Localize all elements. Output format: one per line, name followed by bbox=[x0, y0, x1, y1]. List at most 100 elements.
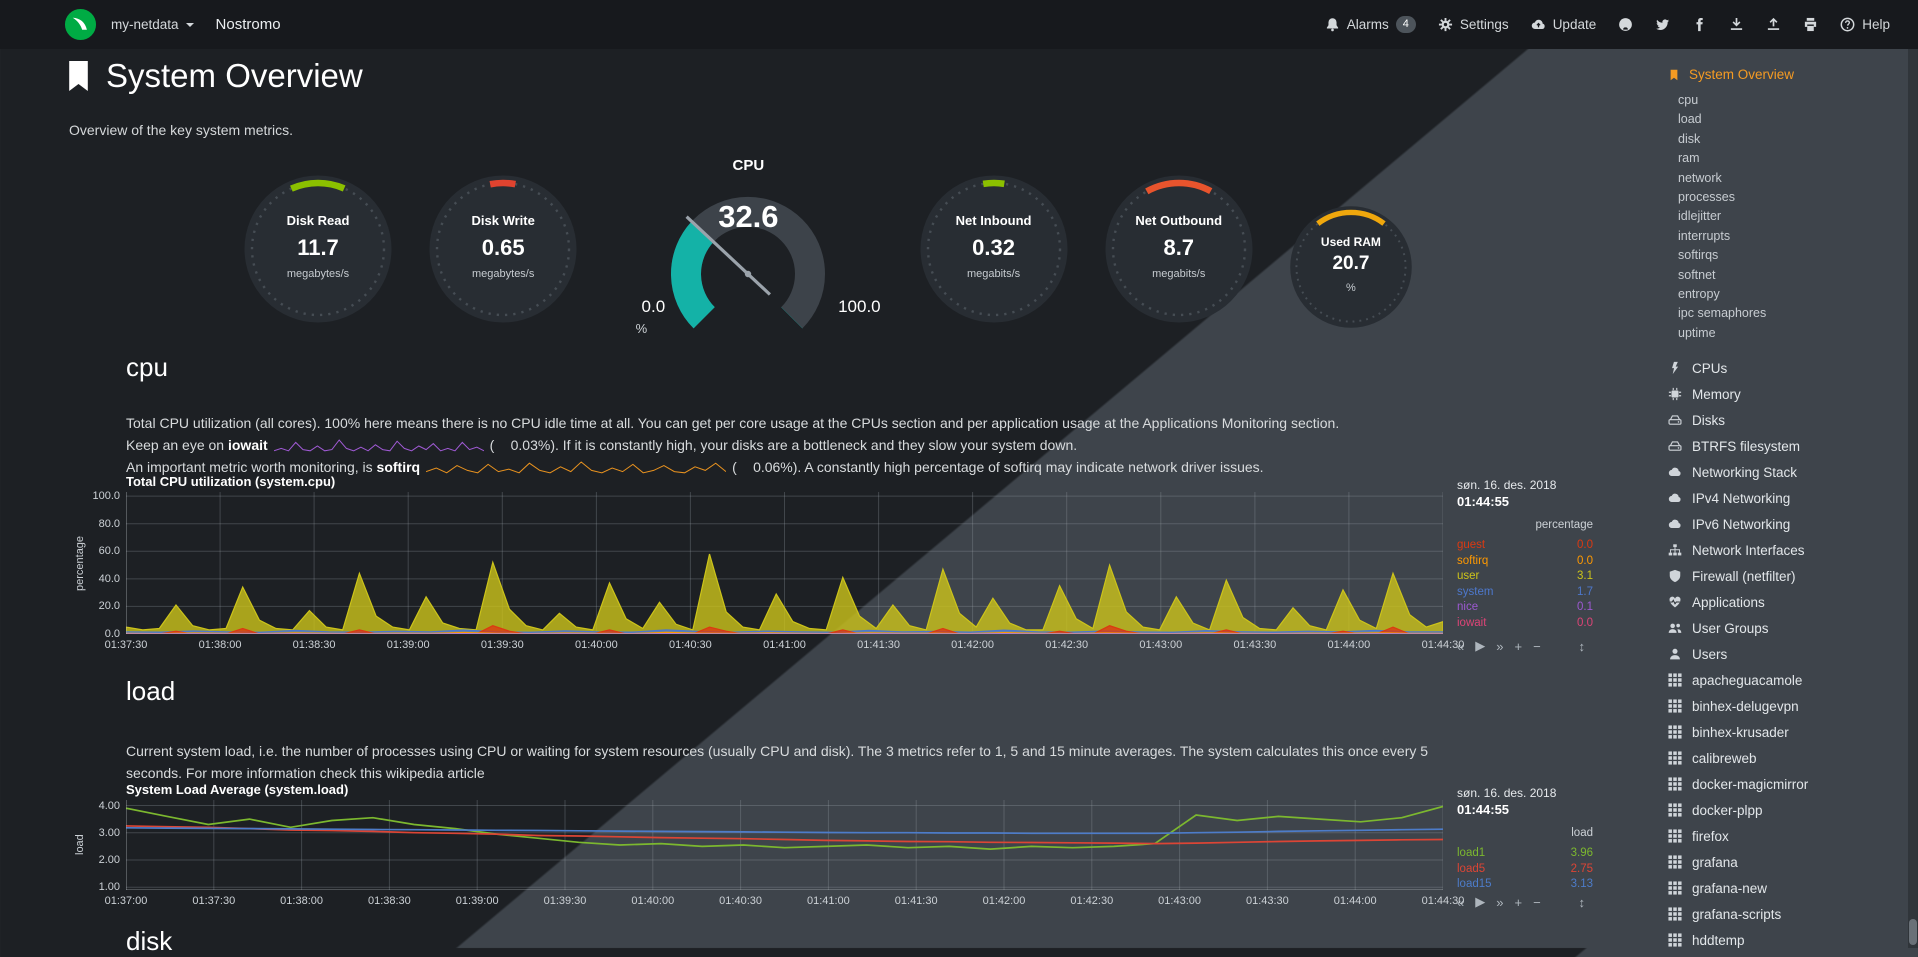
play-button[interactable]: ▶ bbox=[1475, 894, 1485, 910]
sidebar-item-user-groups[interactable]: User Groups bbox=[1668, 615, 1906, 641]
sidebar-item-ipv6-networking[interactable]: IPv6 Networking bbox=[1668, 511, 1906, 537]
alarms-button[interactable]: Alarms 4 bbox=[1325, 16, 1416, 33]
sidebar-item-grafana-scripts[interactable]: grafana-scripts bbox=[1668, 901, 1906, 927]
sidebar-item-grafana-new[interactable]: grafana-new bbox=[1668, 875, 1906, 901]
th-icon bbox=[1668, 777, 1682, 791]
load-chart: System Load Average (system.load) load 1… bbox=[74, 782, 1595, 914]
gauge-used-ram[interactable]: Used RAM 20.7 % bbox=[1289, 205, 1413, 329]
x-tick-label: 01:37:30 bbox=[192, 895, 235, 907]
export-button[interactable] bbox=[1729, 17, 1744, 32]
sidebar-item-firefox[interactable]: firefox bbox=[1668, 823, 1906, 849]
navbar-actions: Alarms 4 Settings Update bbox=[1325, 16, 1890, 33]
twitter-button[interactable] bbox=[1655, 17, 1670, 32]
section-heading-load: load bbox=[126, 676, 175, 707]
x-tick-label: 01:40:30 bbox=[669, 639, 712, 651]
sidebar-item-hddtemp[interactable]: hddtemp bbox=[1668, 927, 1906, 948]
sidebar-item-grafana[interactable]: grafana bbox=[1668, 849, 1906, 875]
sidebar-item-btrfs-filesystem[interactable]: BTRFS filesystem bbox=[1668, 433, 1906, 459]
sidebar-item-ram[interactable]: ram bbox=[1678, 149, 1906, 168]
zoom-out-button[interactable]: − bbox=[1533, 895, 1541, 910]
zoom-out-button[interactable]: − bbox=[1533, 639, 1541, 654]
github-button[interactable] bbox=[1618, 17, 1633, 32]
play-button[interactable]: ▶ bbox=[1475, 638, 1485, 654]
scrollbar-track[interactable] bbox=[1908, 49, 1918, 948]
resize-button[interactable]: ↕ bbox=[1579, 895, 1596, 910]
cpu-plot-area[interactable] bbox=[126, 492, 1443, 634]
resize-button[interactable]: ↕ bbox=[1579, 639, 1596, 654]
y-tick-label: 40.0 bbox=[99, 573, 120, 585]
sidebar-item-applications[interactable]: Applications bbox=[1668, 589, 1906, 615]
sidebar-item-softirqs[interactable]: softirqs bbox=[1678, 246, 1906, 265]
gauge-cpu[interactable]: CPU 32.6 0.0 100.0 % bbox=[613, 157, 883, 365]
cpu-description: Total CPU utilization (all cores). 100% … bbox=[126, 412, 1476, 434]
iowait-sparkline[interactable] bbox=[274, 438, 484, 454]
sidebar-item-networking-stack[interactable]: Networking Stack bbox=[1668, 459, 1906, 485]
sidebar-item-binhex-delugevpn[interactable]: binhex-delugevpn bbox=[1668, 693, 1906, 719]
update-button[interactable]: Update bbox=[1531, 17, 1597, 32]
load-plot-area[interactable] bbox=[126, 800, 1443, 890]
sidebar-item-apacheguacamole[interactable]: apacheguacamole bbox=[1668, 667, 1906, 693]
sidebar-item-firewall-netfilter[interactable]: Firewall (netfilter) bbox=[1668, 563, 1906, 589]
sidebar-item-entropy[interactable]: entropy bbox=[1678, 285, 1906, 304]
upload-icon bbox=[1766, 17, 1781, 32]
zoom-in-button[interactable]: + bbox=[1514, 895, 1522, 910]
sidebar-item-disks[interactable]: Disks bbox=[1668, 407, 1906, 433]
sidebar-item-processes[interactable]: processes bbox=[1678, 188, 1906, 207]
pan-right-button[interactable]: » bbox=[1496, 895, 1503, 910]
scrollbar-thumb[interactable] bbox=[1909, 919, 1917, 945]
sidebar-item-binhex-krusader[interactable]: binhex-krusader bbox=[1668, 719, 1906, 745]
sidebar-item-disk[interactable]: disk bbox=[1678, 130, 1906, 149]
sidebar-item-users[interactable]: Users bbox=[1668, 641, 1906, 667]
host-selector[interactable]: my-netdata bbox=[111, 17, 194, 32]
sidebar-item-ipv4-networking[interactable]: IPv4 Networking bbox=[1668, 485, 1906, 511]
gauge-title: CPU bbox=[613, 157, 883, 174]
th-icon bbox=[1668, 855, 1682, 869]
sidebar-item-cpu[interactable]: cpu bbox=[1678, 91, 1906, 110]
import-button[interactable] bbox=[1766, 17, 1781, 32]
settings-button[interactable]: Settings bbox=[1438, 17, 1509, 32]
print-button[interactable] bbox=[1803, 17, 1818, 32]
page-title: System Overview bbox=[66, 57, 363, 95]
sidebar-item-system-overview[interactable]: System Overview bbox=[1668, 67, 1906, 82]
facebook-button[interactable] bbox=[1692, 17, 1707, 32]
gauge-value: 0.32 bbox=[972, 235, 1015, 261]
sidebar-item-interrupts[interactable]: interrupts bbox=[1678, 227, 1906, 246]
brand-title: Nostromo bbox=[216, 16, 281, 33]
x-tick-label: 01:42:00 bbox=[983, 895, 1026, 907]
sidebar-item-memory[interactable]: Memory bbox=[1668, 381, 1906, 407]
sidebar-item-docker-plpp[interactable]: docker-plpp bbox=[1668, 797, 1906, 823]
help-button[interactable]: Help bbox=[1840, 17, 1890, 32]
sidebar-item-ipc-semaphores[interactable]: ipc semaphores bbox=[1678, 304, 1906, 323]
gauge-disk-write[interactable]: Disk Write 0.65 megabytes/s bbox=[428, 174, 578, 324]
sidebar-item-calibreweb[interactable]: calibreweb bbox=[1668, 745, 1906, 771]
y-tick-label: 60.0 bbox=[99, 545, 120, 557]
sidebar-item-network-interfaces[interactable]: Network Interfaces bbox=[1668, 537, 1906, 563]
y-tick-label: 80.0 bbox=[99, 518, 120, 530]
zoom-in-button[interactable]: + bbox=[1514, 639, 1522, 654]
download-icon bbox=[1729, 17, 1744, 32]
sidebar-item-softnet[interactable]: softnet bbox=[1678, 266, 1906, 285]
sidebar-item-docker-magicmirror[interactable]: docker-magicmirror bbox=[1668, 771, 1906, 797]
gauge-net-outbound[interactable]: Net Outbound 8.7 megabits/s bbox=[1104, 174, 1254, 324]
sidebar-item-network[interactable]: network bbox=[1678, 169, 1906, 188]
netdata-logo[interactable] bbox=[64, 8, 97, 41]
sidebar-item-idlejitter[interactable]: idlejitter bbox=[1678, 207, 1906, 226]
sidebar-item-cpus[interactable]: CPUs bbox=[1668, 355, 1906, 381]
sidebar-item-load[interactable]: load bbox=[1678, 110, 1906, 129]
gauge-value: 0.65 bbox=[482, 235, 525, 261]
gauge-value: 20.7 bbox=[1332, 253, 1369, 275]
pan-right-button[interactable]: » bbox=[1496, 639, 1503, 654]
gauge-net-inbound[interactable]: Net Inbound 0.32 megabits/s bbox=[919, 174, 1069, 324]
gauge-disk-read[interactable]: Disk Read 11.7 megabytes/s bbox=[243, 174, 393, 324]
sidebar-item-uptime[interactable]: uptime bbox=[1678, 324, 1906, 343]
